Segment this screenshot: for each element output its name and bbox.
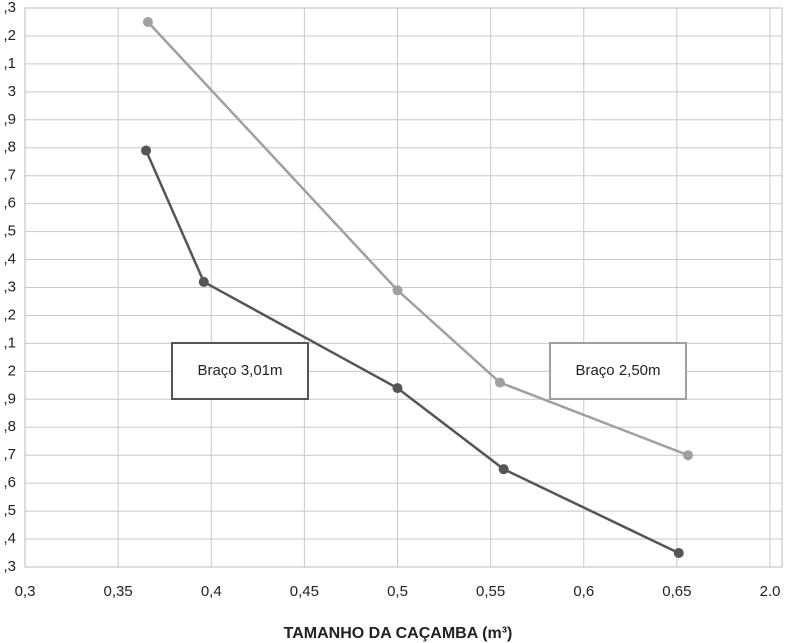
x-tick-label: 0,5 (387, 583, 408, 600)
legend-label: Braço 3,01m (197, 362, 282, 379)
x-axis-label: TAMANHO DA CAÇAMBA (m³) (284, 625, 513, 642)
y-tick-label: ,8 (3, 418, 16, 435)
data-point (141, 145, 152, 156)
data-point (498, 464, 509, 475)
y-tick-label: ,1 (3, 334, 16, 351)
y-tick-label: ,5 (3, 223, 16, 240)
y-tick-label: ,3 (3, 278, 16, 295)
x-tick-label: 0,55 (476, 583, 505, 600)
data-point (198, 276, 209, 287)
series-line (147, 21, 689, 457)
data-point (392, 285, 403, 296)
y-tick-label: ,6 (3, 195, 16, 212)
y-tick-label: ,5 (3, 502, 16, 519)
y-tick-label: ,9 (3, 111, 16, 128)
y-tick-label: ,4 (3, 251, 16, 268)
y-tick-label: ,2 (3, 306, 16, 323)
x-tick-label: 0,45 (290, 583, 319, 600)
y-tick-label: ,7 (3, 446, 16, 463)
data-point (683, 450, 694, 461)
x-tick-label: 0,4 (201, 583, 222, 600)
x-tick-label: 0,65 (662, 583, 691, 600)
plot-frame (24, 7, 783, 568)
y-tick-label: ,3 (3, 0, 16, 16)
legend-label: Braço 2,50m (575, 362, 660, 379)
x-tick-label: 0,3 (15, 583, 36, 600)
data-point (673, 548, 684, 559)
y-tick-label: 3 (8, 83, 16, 100)
legend-box (549, 342, 687, 400)
y-tick-label: ,9 (3, 390, 16, 407)
y-tick-label: 2 (8, 362, 16, 379)
y-tick-label: ,2 (3, 27, 16, 44)
x-tick-label: 0,35 (104, 583, 133, 600)
data-point (142, 16, 153, 27)
y-tick-label: ,7 (3, 167, 16, 184)
y-tick-label: ,8 (3, 139, 16, 156)
y-tick-label: ,1 (3, 55, 16, 72)
data-point (392, 383, 403, 394)
y-tick-label: ,6 (3, 474, 16, 491)
x-tick-label: 2.0 (760, 583, 781, 600)
legend-box (171, 342, 309, 400)
x-tick-label: 0,6 (573, 583, 594, 600)
y-tick-label: ,3 (3, 558, 16, 575)
data-point (494, 377, 505, 388)
y-tick-label: ,4 (3, 530, 16, 547)
